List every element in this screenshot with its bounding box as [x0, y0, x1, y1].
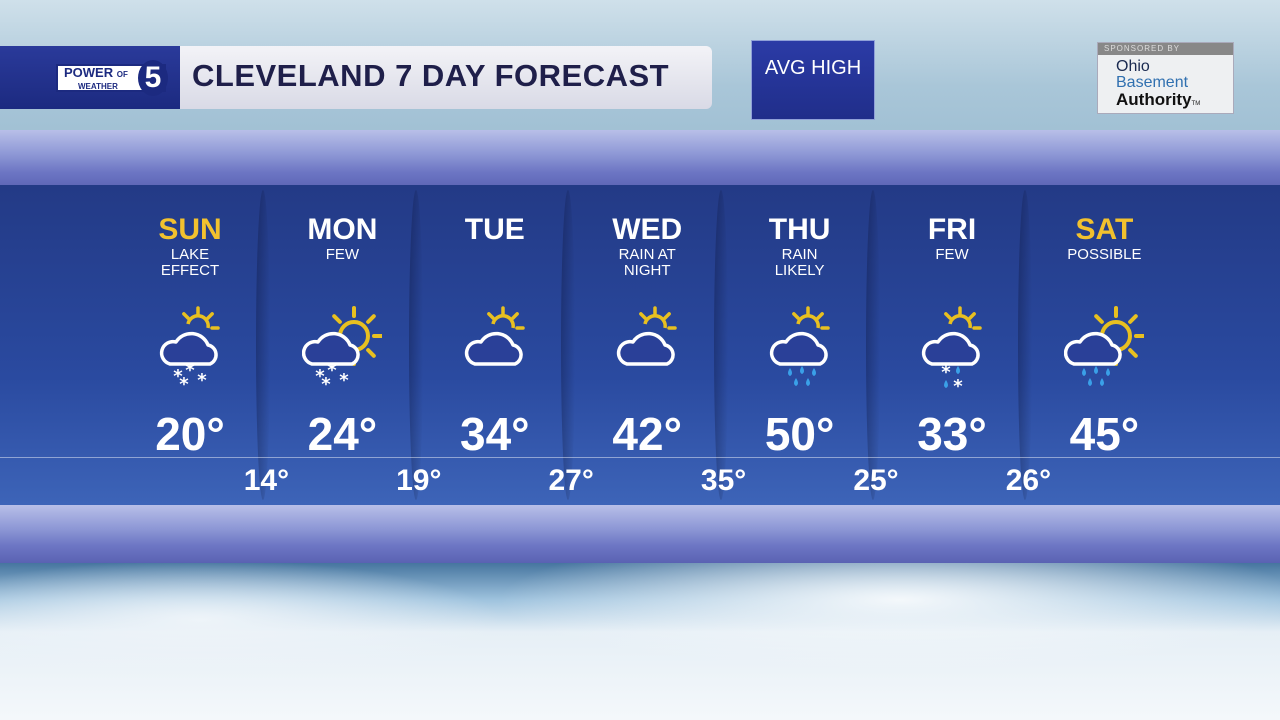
svg-text:*: * [328, 360, 338, 381]
svg-text:*: * [953, 376, 963, 392]
power-of-5-logo: POWER OF WEATHER 5 [56, 60, 168, 96]
column-separator [408, 190, 423, 500]
day-name: FRI [927, 213, 977, 246]
high-temp: 42° [612, 408, 682, 460]
svg-text:*: * [340, 370, 350, 391]
low-temp: 35° [700, 464, 747, 497]
forecast-day-thu: THU RAIN LIKELY 50° [724, 185, 876, 505]
high-temp: 50° [764, 408, 835, 460]
forecast-day-wed: WED RAIN AT NIGHT 42° [571, 185, 723, 505]
svg-text:*: * [173, 366, 183, 387]
partly-cloudy-mix-icon: * * [912, 302, 992, 397]
high-temp: 34° [460, 408, 530, 460]
low-temp: 27° [548, 464, 594, 497]
column-separator [561, 190, 576, 500]
partly-sunny-snow-icon: * * * * [150, 302, 230, 395]
low-temp: 26° [1005, 464, 1052, 497]
partly-cloudy-icon [607, 302, 687, 392]
snow-background [0, 560, 1280, 720]
high-temp: 24° [307, 408, 378, 460]
svg-text:*: * [941, 362, 951, 383]
condition-text [419, 247, 571, 295]
day-name: SAT [1075, 213, 1134, 246]
divider-line [0, 457, 1280, 458]
svg-text:*: * [316, 366, 326, 387]
column-separator [1018, 190, 1033, 500]
high-temp: 45° [1069, 408, 1140, 460]
day-name: TUE [464, 213, 525, 246]
condition-text: LAKE EFFECT [160, 246, 220, 279]
condition-text: RAIN AT NIGHT [618, 246, 676, 279]
page-title: CLEVELAND 7 DAY FORECAST [192, 58, 670, 93]
column-separator [713, 190, 728, 500]
forecast-day-mon: MON FEW * * * * 24° [266, 185, 418, 505]
svg-text:*: * [197, 370, 207, 391]
column-separator [866, 190, 880, 500]
condition-text: FEW [325, 246, 360, 263]
forecast-day-fri: FRI FEW * * 33° [876, 185, 1028, 505]
day-name: WED [612, 213, 683, 246]
day-name: THU [768, 213, 831, 246]
day-name: MON [307, 213, 378, 246]
sunny-cloud-rain-icon [1064, 302, 1147, 392]
forecast-day-sat: SAT POSSIBLE 45° [1028, 185, 1180, 505]
sponsor-logo: SPONSORED BY Ohio Basement AuthorityTM [1097, 42, 1234, 114]
condition-text: RAIN LIKELY [774, 246, 825, 279]
column-separator [256, 190, 271, 500]
partly-cloudy-rain-icon [760, 302, 840, 392]
svg-text:*: * [179, 374, 189, 392]
forecast-day-sun: SUN LAKE EFFECT * * * * 20° [114, 185, 266, 505]
top-band [0, 130, 1280, 190]
condition-text: POSSIBLE [1067, 246, 1142, 263]
high-temp: 20° [155, 408, 225, 460]
condition-text: FEW [935, 246, 969, 263]
low-temp: 14° [243, 464, 290, 497]
avg-high-box: AVG HIGH [751, 40, 875, 120]
sunny-cloud-snow-icon: * * * * [302, 302, 385, 395]
high-temp: 33° [917, 408, 987, 460]
low-temp: 19° [396, 464, 442, 497]
svg-text:*: * [322, 374, 332, 392]
bottom-band [0, 505, 1280, 563]
low-temp: 25° [853, 464, 899, 497]
day-name: SUN [158, 213, 222, 246]
svg-text:*: * [185, 360, 195, 381]
partly-cloudy-icon [455, 302, 535, 392]
forecast-day-tue: TUE 34° [419, 185, 571, 505]
